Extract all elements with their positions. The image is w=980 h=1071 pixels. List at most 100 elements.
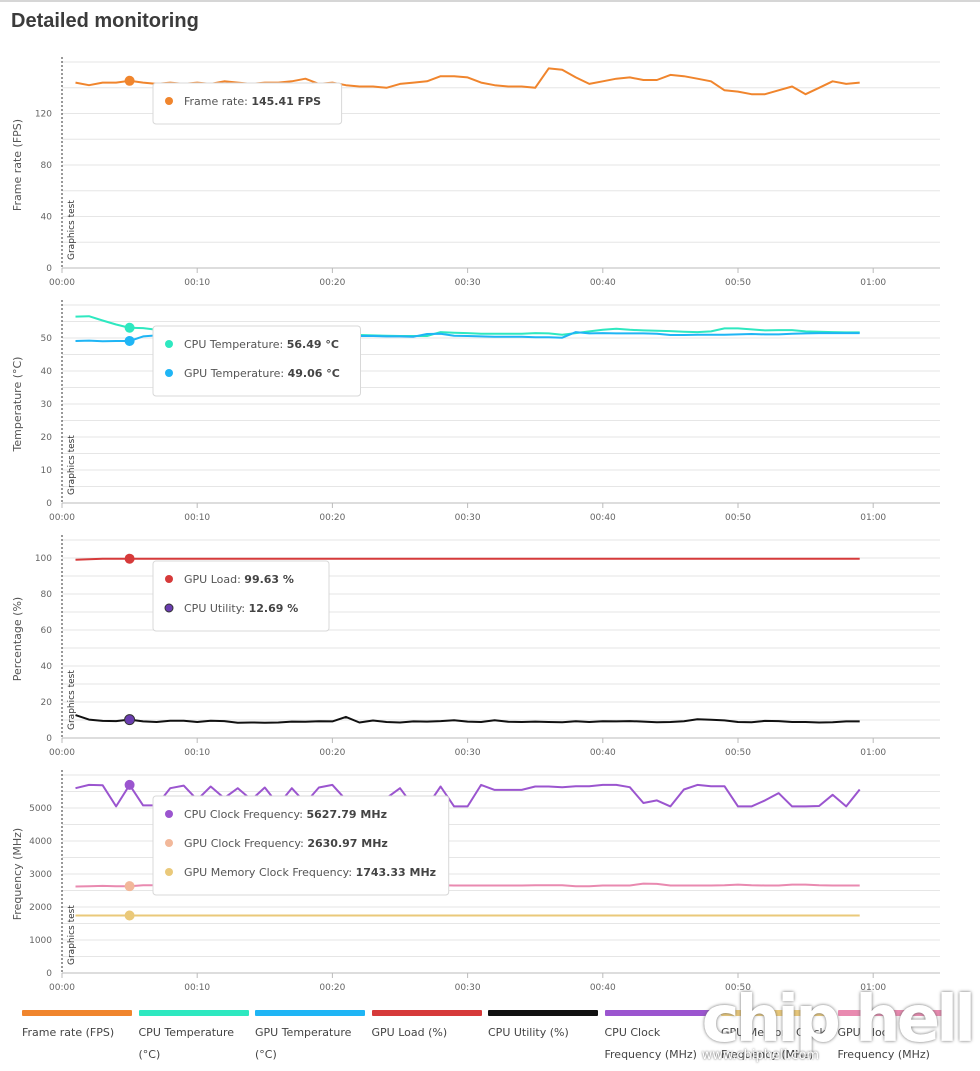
hover-point [124, 910, 135, 921]
tooltip-text: GPU Memory Clock Frequency: 1743.33 MHz [184, 866, 436, 879]
y-tick-label: 3000 [29, 870, 52, 880]
x-tick-label: 00:40 [590, 983, 616, 993]
legend-item[interactable]: CPU Utility (%) [488, 1010, 598, 1044]
tooltip-text: CPU Clock Frequency: 5627.79 MHz [184, 808, 387, 821]
y-tick-label: 4000 [29, 837, 52, 847]
x-tick-label: 00:40 [590, 513, 616, 523]
y-tick-label: 20 [41, 433, 53, 443]
legend-item[interactable]: Frame rate (FPS) [22, 1010, 132, 1044]
tooltip-dot [165, 810, 173, 818]
x-tick-label: 00:30 [455, 278, 481, 288]
tooltip-text: CPU Temperature: 56.49 °C [184, 338, 339, 351]
tooltip-text: Frame rate: 145.41 FPS [184, 95, 321, 108]
y-tick-label: 5000 [29, 804, 52, 814]
y-axis-title: Temperature (°C) [11, 357, 24, 453]
y-tick-label: 0 [46, 264, 52, 274]
x-tick-label: 00:20 [319, 983, 345, 993]
legend-label: GPU Load (%) [371, 1026, 448, 1039]
graphics-test-marker-label: Graphics test [67, 200, 77, 260]
x-tick-label: 00:40 [590, 748, 616, 758]
x-tick-label: 00:10 [184, 748, 210, 758]
x-tick-label: 00:50 [725, 983, 751, 993]
y-tick-label: 100 [35, 554, 52, 564]
tooltip-dot [165, 868, 173, 876]
legend-swatch [837, 1010, 948, 1016]
series-line [75, 783, 861, 808]
legend-label: Frame rate (FPS) [22, 1026, 115, 1039]
hover-point [124, 335, 135, 346]
page-title: Detailed monitoring [11, 10, 199, 32]
y-tick-label: 10 [41, 466, 53, 476]
y-tick-label: 40 [41, 367, 53, 377]
y-tick-label: 80 [41, 590, 53, 600]
legend-swatch [22, 1010, 132, 1016]
x-tick-label: 00:50 [725, 748, 751, 758]
y-axis-title: Frame rate (FPS) [11, 119, 24, 211]
legend-label: GPU Memory Clock Frequency (MHz) [721, 1026, 826, 1061]
chart-legend: Frame rate (FPS) CPU Temperature (°C) GPU … [22, 1010, 972, 1070]
y-tick-label: 40 [41, 213, 53, 223]
tooltip-text: GPU Clock Frequency: 2630.97 MHz [184, 837, 388, 850]
y-tick-label: 1000 [29, 936, 52, 946]
legend-label: CPU Temperature (°C) [138, 1026, 235, 1061]
y-tick-label: 0 [46, 969, 52, 979]
tooltip-box [152, 560, 330, 632]
hover-point [124, 881, 135, 892]
x-tick-label: 00:50 [725, 278, 751, 288]
legend-swatch [721, 1010, 831, 1016]
legend-item[interactable]: GPU Memory Clock Frequency (MHz) [721, 1010, 831, 1066]
x-tick-label: 00:20 [319, 748, 345, 758]
legend-label: CPU Clock Frequency (MHz) [604, 1026, 697, 1061]
y-tick-label: 60 [41, 626, 53, 636]
tooltip-text: GPU Load: 99.63 % [184, 573, 294, 586]
tooltip-text: CPU Utility: 12.69 % [184, 602, 298, 615]
tooltip-dot [165, 575, 173, 583]
tooltip-dot [165, 340, 173, 348]
series-line [75, 714, 860, 724]
graphics-test-marker-label: Graphics test [67, 670, 77, 730]
legend-label: CPU Utility (%) [488, 1026, 569, 1039]
x-tick-label: 00:50 [725, 513, 751, 523]
tooltip-dot [165, 97, 173, 105]
x-tick-label: 01:00 [860, 278, 886, 288]
y-tick-label: 50 [41, 334, 53, 344]
tooltip-dot [165, 839, 173, 847]
y-tick-label: 0 [46, 499, 52, 509]
x-tick-label: 00:00 [49, 983, 75, 993]
x-tick-label: 00:20 [319, 278, 345, 288]
y-tick-label: 120 [35, 110, 52, 120]
watermark-logo: chip hell [701, 983, 976, 1057]
x-tick-label: 00:10 [184, 983, 210, 993]
x-tick-label: 00:40 [590, 278, 616, 288]
legend-label: GPU Temperature (°C) [255, 1026, 352, 1061]
legend-swatch [138, 1010, 249, 1016]
tooltip-box [152, 82, 343, 125]
x-tick-label: 01:00 [860, 748, 886, 758]
x-tick-label: 00:30 [455, 748, 481, 758]
x-tick-label: 01:00 [860, 513, 886, 523]
legend-swatch [255, 1010, 365, 1016]
legend-item[interactable]: GPU Clock Frequency (MHz) [837, 1010, 948, 1066]
x-tick-label: 00:00 [49, 513, 75, 523]
x-tick-label: 00:00 [49, 278, 75, 288]
legend-item[interactable]: GPU Load (%) [371, 1010, 482, 1044]
y-axis-title: Frequency (MHz) [11, 828, 24, 920]
legend-item[interactable]: CPU Clock Frequency (MHz) [604, 1010, 715, 1066]
hover-point [124, 322, 135, 333]
legend-item[interactable]: GPU Temperature (°C) [255, 1010, 365, 1066]
graphics-test-marker-label: Graphics test [67, 435, 77, 495]
legend-item[interactable]: CPU Temperature (°C) [138, 1010, 249, 1066]
tooltip-text: GPU Temperature: 49.06 °C [184, 367, 340, 380]
y-tick-label: 40 [41, 662, 53, 672]
legend-swatch [371, 1010, 482, 1016]
x-tick-label: 01:00 [860, 983, 886, 993]
x-tick-label: 00:30 [455, 513, 481, 523]
tooltip-box [152, 795, 450, 896]
watermark-url: www.chiphell.com [701, 1048, 820, 1063]
y-tick-label: 80 [41, 161, 53, 171]
y-tick-label: 20 [41, 698, 53, 708]
legend-label: GPU Clock Frequency (MHz) [837, 1026, 930, 1061]
x-tick-label: 00:10 [184, 278, 210, 288]
hover-point [124, 553, 135, 564]
